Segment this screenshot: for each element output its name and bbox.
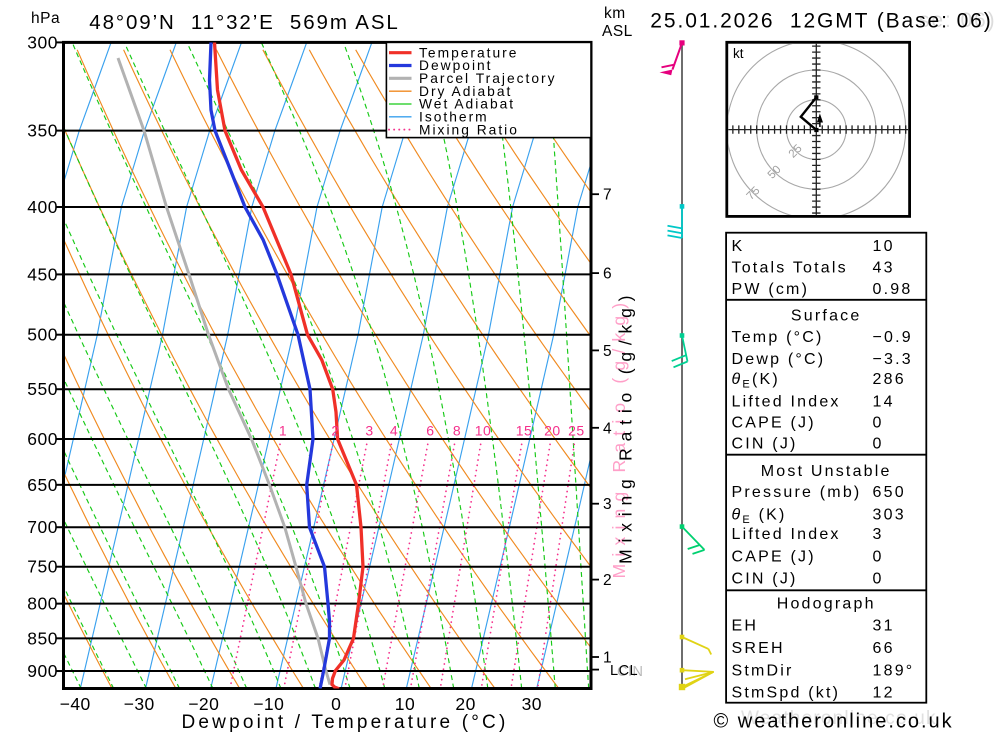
svg-text:Dry Adiabat: Dry Adiabat: [419, 84, 512, 99]
svg-text:25.01.2026 12GMT (Base: 06): 25.01.2026 12GMT (Base: 06): [650, 10, 992, 33]
svg-text:Surface: Surface: [791, 308, 862, 325]
svg-text:650: 650: [873, 484, 906, 501]
svg-text:ASL: ASL: [602, 23, 633, 40]
svg-text:θE (K): θE (K): [732, 506, 787, 526]
svg-text:10: 10: [395, 694, 415, 714]
svg-text:CAPE (J): CAPE (J): [732, 548, 816, 565]
svg-text:−3.3: −3.3: [873, 351, 913, 368]
svg-text:se: 06): se: 06): [919, 9, 997, 32]
svg-text:400: 400: [27, 197, 58, 217]
svg-text:3: 3: [603, 496, 612, 513]
svg-text:−30: −30: [124, 694, 155, 714]
svg-text:800: 800: [27, 594, 58, 614]
svg-text:CAPE (J): CAPE (J): [732, 415, 816, 432]
svg-text:300: 300: [27, 32, 58, 52]
svg-text:0: 0: [873, 435, 884, 452]
svg-text:Lifted Index: Lifted Index: [732, 526, 841, 543]
svg-text:CIN: CIN: [617, 664, 643, 680]
svg-text:1: 1: [279, 423, 287, 439]
svg-text:θE(K): θE(K): [732, 371, 780, 391]
svg-text:0: 0: [331, 694, 341, 714]
svg-text:500: 500: [27, 325, 58, 345]
svg-text:Isotherm: Isotherm: [419, 110, 489, 125]
svg-text:12: 12: [873, 685, 895, 702]
svg-text:kt: kt: [733, 46, 744, 61]
svg-text:km: km: [604, 5, 626, 22]
svg-text:Temperature: Temperature: [419, 45, 518, 60]
svg-text:PW (cm): PW (cm): [732, 281, 810, 298]
svg-text:6: 6: [426, 423, 434, 439]
svg-text:Weatheronline.co.uk: Weatheronline.co.uk: [741, 708, 937, 729]
svg-text:20: 20: [544, 423, 561, 439]
svg-text:−10: −10: [253, 694, 284, 714]
svg-text:2: 2: [603, 572, 612, 589]
svg-text:4: 4: [390, 423, 398, 439]
svg-text:10: 10: [475, 423, 492, 439]
svg-text:14: 14: [873, 394, 895, 411]
svg-text:SREH: SREH: [732, 640, 785, 657]
svg-text:450: 450: [27, 264, 58, 284]
svg-text:© weatheronline.co.uk: © weatheronline.co.uk: [714, 711, 954, 733]
svg-text:−20: −20: [188, 694, 219, 714]
svg-text:5: 5: [603, 343, 612, 360]
svg-text:66: 66: [873, 640, 895, 657]
svg-text:Mixing Ratio: Mixing Ratio: [419, 122, 519, 137]
svg-text:3: 3: [873, 526, 884, 543]
svg-text:K: K: [732, 238, 745, 255]
svg-text:StmSpd (kt): StmSpd (kt): [732, 685, 841, 702]
svg-text:Parcel Trajectory: Parcel Trajectory: [419, 71, 557, 86]
svg-text:600: 600: [27, 429, 58, 449]
svg-text:31: 31: [873, 618, 895, 635]
svg-text:2: 2: [331, 423, 339, 439]
svg-text:−40: −40: [60, 694, 91, 714]
svg-text:LCL: LCL: [610, 663, 638, 679]
svg-text:Wet Adiabat: Wet Adiabat: [419, 97, 515, 112]
svg-text:hPa: hPa: [31, 10, 60, 27]
svg-text:20: 20: [455, 694, 475, 714]
svg-text:Pressure (mb): Pressure (mb): [732, 484, 862, 501]
svg-text:550: 550: [27, 379, 58, 399]
svg-text:0.98: 0.98: [873, 281, 913, 298]
svg-text:43: 43: [873, 260, 895, 277]
svg-text:CIN (J): CIN (J): [732, 571, 798, 588]
svg-text:Dewpoint: Dewpoint: [419, 58, 493, 73]
svg-text:48°09’N 11°32’E 569m ASL: 48°09’N 11°32’E 569m ASL: [89, 11, 399, 34]
svg-text:1: 1: [603, 650, 612, 667]
svg-text:700: 700: [27, 517, 58, 537]
svg-text:650: 650: [27, 475, 58, 495]
svg-text:Dewp (°C): Dewp (°C): [732, 351, 826, 368]
svg-text:Hodograph: Hodograph: [777, 595, 876, 612]
svg-text:189°: 189°: [873, 662, 915, 679]
svg-text:8: 8: [453, 423, 461, 439]
svg-text:Most Unstable: Most Unstable: [761, 463, 892, 480]
svg-text:Totals Totals: Totals Totals: [732, 260, 848, 277]
svg-text:350: 350: [27, 121, 58, 141]
svg-text:7: 7: [603, 187, 612, 204]
svg-text:Mixing Ratio (g/kg): Mixing Ratio (g/kg): [616, 289, 636, 564]
svg-text:15: 15: [516, 423, 533, 439]
svg-text:0: 0: [873, 548, 884, 565]
svg-text:CIN (J): CIN (J): [732, 435, 798, 452]
svg-text:286: 286: [873, 371, 906, 388]
svg-text:0: 0: [873, 415, 884, 432]
svg-text:10: 10: [873, 238, 895, 255]
svg-text:EH: EH: [732, 618, 759, 635]
svg-text:−0.9: −0.9: [873, 329, 913, 346]
svg-text:4: 4: [603, 420, 612, 437]
svg-text:25: 25: [568, 423, 585, 439]
svg-text:Dewpoint / Temperature (°C): Dewpoint / Temperature (°C): [181, 712, 508, 733]
svg-text:Temp (°C): Temp (°C): [732, 329, 824, 346]
svg-text:30: 30: [522, 694, 542, 714]
svg-text:303: 303: [873, 506, 906, 523]
svg-text:900: 900: [27, 661, 58, 681]
svg-text:750: 750: [27, 557, 58, 577]
svg-text:StmDir: StmDir: [732, 662, 794, 679]
svg-text:0: 0: [873, 571, 884, 588]
svg-text:Lifted Index: Lifted Index: [732, 394, 841, 411]
svg-text:850: 850: [27, 628, 58, 648]
svg-text:Mixing Ratio (g/kg): Mixing Ratio (g/kg): [609, 296, 629, 579]
svg-text:3: 3: [365, 423, 373, 439]
svg-text:6: 6: [603, 266, 612, 283]
